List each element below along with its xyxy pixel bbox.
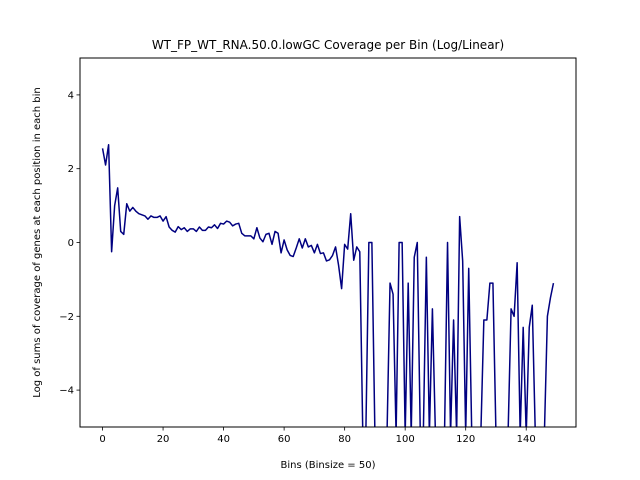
y-tick-label: −2 — [59, 312, 74, 323]
x-tick-label: 20 — [157, 434, 170, 445]
x-tick-label: 60 — [278, 434, 291, 445]
series-layer — [101, 143, 555, 427]
y-tick-label: 0 — [68, 238, 74, 249]
y-tick-label: −4 — [59, 386, 74, 397]
x-tick-label: 100 — [396, 434, 415, 445]
series-line-0 — [101, 143, 555, 427]
x-axis-ticks: 0 20 40 60 80 100 120 140 — [99, 427, 536, 445]
y-axis-label: Log of sums of coverage of genes at each… — [32, 87, 43, 398]
y-tick-label: 2 — [68, 164, 74, 175]
y-tick-label: 4 — [68, 90, 74, 101]
x-axis-label: Bins (Binsize = 50) — [281, 460, 376, 471]
chart-title: WT_FP_WT_RNA.50.0.lowGC Coverage per Bin… — [152, 38, 504, 52]
x-tick-label: 0 — [99, 434, 105, 445]
x-tick-label: 80 — [338, 434, 351, 445]
x-tick-label: 120 — [456, 434, 475, 445]
x-tick-label: 140 — [517, 434, 536, 445]
x-tick-label: 40 — [217, 434, 230, 445]
y-axis-ticks: −4 −2 0 2 4 — [59, 90, 80, 397]
